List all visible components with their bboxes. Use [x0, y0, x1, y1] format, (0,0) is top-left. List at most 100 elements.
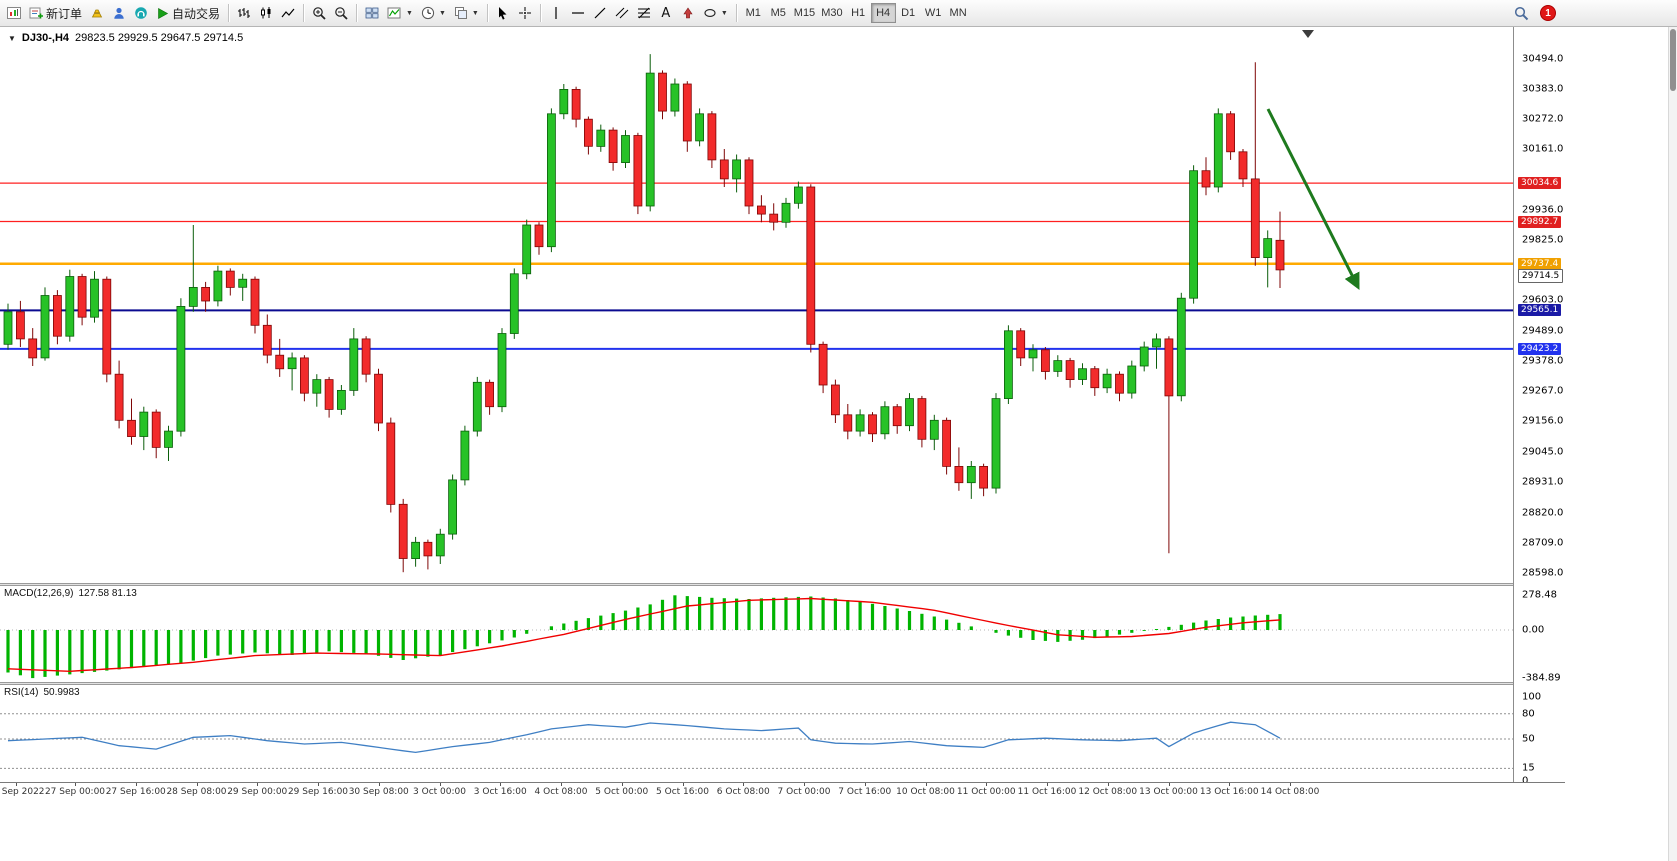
- arrows-tool-button[interactable]: [677, 2, 699, 24]
- templates-button[interactable]: ▼: [450, 2, 483, 24]
- new-order-icon: [29, 6, 43, 20]
- trendline-tool-button[interactable]: [589, 2, 611, 24]
- candle: [1078, 363, 1087, 385]
- panel-splitter[interactable]: [0, 583, 1668, 586]
- timeframe-m30[interactable]: M30: [821, 7, 843, 19]
- time-tick: [196, 783, 198, 786]
- candle: [1028, 344, 1038, 372]
- timeframe-h4[interactable]: H4: [870, 3, 896, 23]
- candle: [1226, 111, 1235, 160]
- candle: [114, 360, 124, 429]
- price-axis-label: 28709.0: [1522, 537, 1564, 549]
- periods-button[interactable]: ▼: [417, 2, 450, 24]
- fibonacci-tool-button[interactable]: [633, 2, 655, 24]
- timeframe-d1[interactable]: D1: [901, 7, 916, 19]
- candle: [460, 425, 470, 486]
- search-button[interactable]: [1514, 6, 1529, 21]
- time-tick: [743, 783, 745, 786]
- price-axis-label: 30161.0: [1522, 143, 1564, 155]
- price-level-badge: 29714.5: [1518, 268, 1564, 283]
- candle: [806, 184, 816, 353]
- notification-badge[interactable]: 1: [1540, 5, 1556, 21]
- timeframe-w1[interactable]: W1: [924, 7, 942, 19]
- time-axis-label: 30 Sep 08:00: [348, 787, 409, 797]
- zoom-in-button[interactable]: [308, 2, 330, 24]
- text-tool-button[interactable]: A: [655, 2, 677, 24]
- candle: [831, 379, 840, 423]
- timeframe-m1[interactable]: M1: [745, 7, 761, 19]
- tile-windows-icon: [365, 6, 379, 20]
- panel-splitter[interactable]: [0, 682, 1668, 685]
- timeframe-mn[interactable]: MN: [949, 7, 967, 19]
- price-level-badge: 29565.1: [1518, 304, 1562, 317]
- scrollbar-thumb[interactable]: [1670, 29, 1676, 91]
- candle: [732, 154, 741, 193]
- rsi-panel[interactable]: [0, 685, 1513, 782]
- profile-button[interactable]: [108, 2, 130, 24]
- macd-axis-label: -384.89: [1522, 672, 1561, 684]
- price-axis-label: 30383.0: [1522, 83, 1564, 95]
- time-axis-label: 6 Oct 08:00: [716, 787, 770, 797]
- gold-bars-button[interactable]: [86, 2, 108, 24]
- candle: [991, 393, 1001, 494]
- candlestick-icon: [259, 6, 273, 20]
- indicators-button[interactable]: ▼: [383, 2, 417, 24]
- tile-windows-button[interactable]: [361, 2, 383, 24]
- bar-chart-type-button[interactable]: [233, 2, 255, 24]
- candle: [1176, 292, 1186, 402]
- price-scale[interactable]: 30494.0 30383.0 30272.0 30161.0 29936.0 29825…: [1513, 27, 1668, 800]
- time-axis-label: 3 Oct 16:00: [473, 787, 527, 797]
- candle: [547, 108, 556, 253]
- time-tick: [1107, 783, 1109, 786]
- candle: [1164, 336, 1174, 554]
- price-axis-label: 29936.0: [1522, 204, 1564, 216]
- timeframe-m15[interactable]: M15: [793, 7, 816, 19]
- vertical-scrollbar[interactable]: [1668, 27, 1677, 861]
- price-axis-label: 29603.0: [1522, 294, 1564, 306]
- horizontal-line-tool-button[interactable]: [567, 2, 589, 24]
- zoom-out-button[interactable]: [330, 2, 352, 24]
- chart-shift-marker[interactable]: [1302, 30, 1314, 38]
- support-button[interactable]: [130, 2, 152, 24]
- candle: [28, 328, 38, 366]
- autotrading-button[interactable]: 自动交易: [152, 2, 224, 24]
- candle: [435, 528, 445, 564]
- candle: [534, 222, 544, 255]
- candle: [966, 461, 976, 499]
- candle: [1139, 341, 1149, 372]
- price-chart[interactable]: [0, 27, 1513, 583]
- candle: [65, 269, 75, 342]
- candle: [164, 425, 173, 461]
- candle: [40, 287, 50, 361]
- cursor-tool-button[interactable]: [492, 2, 514, 24]
- timeframe-h1[interactable]: H1: [851, 7, 866, 19]
- vertical-line-tool-button[interactable]: [545, 2, 567, 24]
- timeframe-m5[interactable]: M5: [770, 7, 786, 19]
- time-tick: [135, 783, 137, 786]
- new-order-button[interactable]: 新订单: [25, 2, 86, 24]
- time-tick: [1168, 783, 1170, 786]
- toolbar-separator: [539, 4, 541, 22]
- one-click-trading-toggle-icon[interactable]: ▼: [8, 33, 16, 43]
- candle: [201, 281, 211, 312]
- candle: [707, 111, 717, 168]
- channel-tool-button[interactable]: [611, 2, 633, 24]
- shapes-tool-button[interactable]: ▼: [699, 2, 732, 24]
- candle: [769, 203, 779, 231]
- price-axis-label: 29825.0: [1522, 234, 1564, 246]
- fibonacci-icon: [637, 6, 651, 20]
- rsi-name: RSI(14): [4, 687, 39, 698]
- candle: [423, 539, 433, 570]
- candlestick-chart-type-button[interactable]: [255, 2, 277, 24]
- trend-arrow[interactable]: [1266, 108, 1360, 290]
- candle: [868, 412, 877, 442]
- app-window-button[interactable]: [3, 2, 25, 24]
- crosshair-tool-button[interactable]: [514, 2, 536, 24]
- candle: [954, 447, 964, 491]
- macd-panel[interactable]: [0, 586, 1513, 682]
- vertical-line-icon: [549, 6, 563, 20]
- line-chart-type-button[interactable]: [277, 2, 299, 24]
- candle: [917, 395, 927, 448]
- toolbar-separator: [356, 4, 358, 22]
